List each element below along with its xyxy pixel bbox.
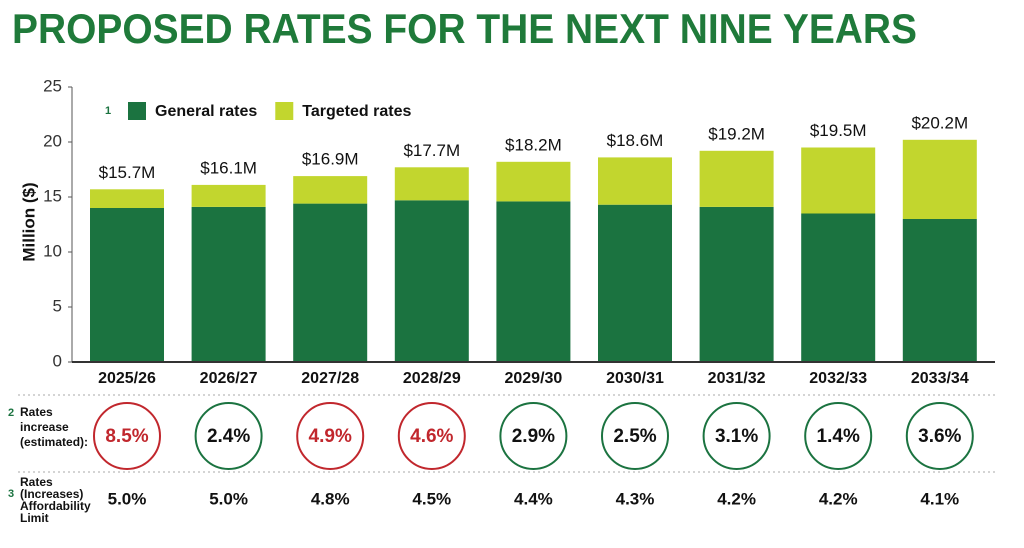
bar-segment [801,213,876,362]
increase-label: 3.6% [918,426,961,447]
y-tick-label: 5 [53,296,62,315]
x-tick-label: 2025/26 [98,370,156,387]
bar-segment [496,161,571,202]
increase-label: 4.9% [309,426,352,447]
legend-label: General rates [155,103,257,120]
increase-circle [499,402,568,470]
total-label: $16.1M [200,158,257,177]
increase-label: 1.4% [817,426,860,447]
total-label: $19.2M [708,124,765,143]
x-tick-label: 2027/28 [301,370,359,387]
increase-circle [93,402,161,470]
increase-circle [804,402,873,470]
limit-label: 4.8% [311,489,350,508]
row-label: Rates [20,475,53,489]
bar-segment [90,208,164,362]
total-label: $15.7M [99,163,156,182]
total-label: $16.9M [302,150,359,169]
bar-segment [293,203,368,362]
bar-segment [598,204,672,362]
increase-circle [194,402,263,470]
total-label: $19.5M [810,121,867,140]
legend-note: 1 [105,105,111,117]
x-tick-label: 2030/31 [606,370,664,387]
limit-label: 4.2% [819,489,858,508]
limit-label: 4.1% [920,489,959,508]
bar-segment [191,206,266,362]
bar-segment [394,200,469,362]
row-note: 2 [8,407,14,419]
row-label: (Increases) [20,487,83,501]
row-label: Rates [20,405,53,419]
x-tick-label: 2029/30 [504,370,562,387]
increase-circle [296,402,365,470]
bar-segment [902,139,977,219]
bar-segment [394,167,469,201]
bar-segment [90,189,164,208]
y-tick-label: 10 [43,241,62,260]
bar-segment [699,150,774,207]
x-tick-label: 2033/34 [911,370,969,387]
limit-label: 5.0% [108,489,147,508]
row-label: (estimated): [20,435,88,449]
limit-label: 5.0% [209,489,248,508]
total-label: $17.7M [403,141,460,160]
legend-swatch [275,102,294,120]
increase-circle [397,402,466,470]
increase-label: 2.4% [207,426,250,447]
x-tick-label: 2031/32 [708,370,766,387]
increase-label: 2.5% [613,426,656,447]
x-tick-label: 2032/33 [809,370,867,387]
bar-segment [801,147,876,214]
increase-circle [601,402,669,470]
increase-circle [905,402,974,470]
y-tick-label: 15 [43,186,62,205]
bar-segment [293,176,368,204]
row-note: 3 [8,488,14,500]
legend-label: Targeted rates [302,103,411,120]
increase-label: 3.1% [715,426,758,447]
bar-segment [902,219,977,362]
bar-segment [191,184,266,207]
legend-swatch [128,102,146,120]
increase-circle [702,402,771,470]
bar-segment [598,157,672,205]
limit-label: 4.4% [514,489,553,508]
y-axis-label: Million ($) [19,182,38,261]
total-label: $18.2M [505,135,562,154]
total-label: $18.6M [607,131,664,150]
increase-label: 8.5% [105,426,148,447]
chart-title: PROPOSED RATES FOR THE NEXT NINE YEARS [12,5,917,52]
limit-label: 4.2% [717,489,756,508]
y-tick-label: 25 [43,76,62,95]
x-tick-label: 2028/29 [403,370,461,387]
limit-label: 4.3% [616,489,655,508]
y-tick-label: 0 [53,351,62,370]
bar-segment [699,206,774,362]
row-label: increase [20,420,69,434]
y-tick-label: 20 [43,131,62,150]
row-label: Limit [20,511,49,525]
total-label: $20.2M [911,113,968,132]
increase-label: 4.6% [410,426,453,447]
bar-segment [496,201,571,362]
x-tick-label: 2026/27 [200,370,258,387]
limit-label: 4.5% [412,489,451,508]
increase-label: 2.9% [512,426,555,447]
row-label: Affordability [20,499,91,513]
